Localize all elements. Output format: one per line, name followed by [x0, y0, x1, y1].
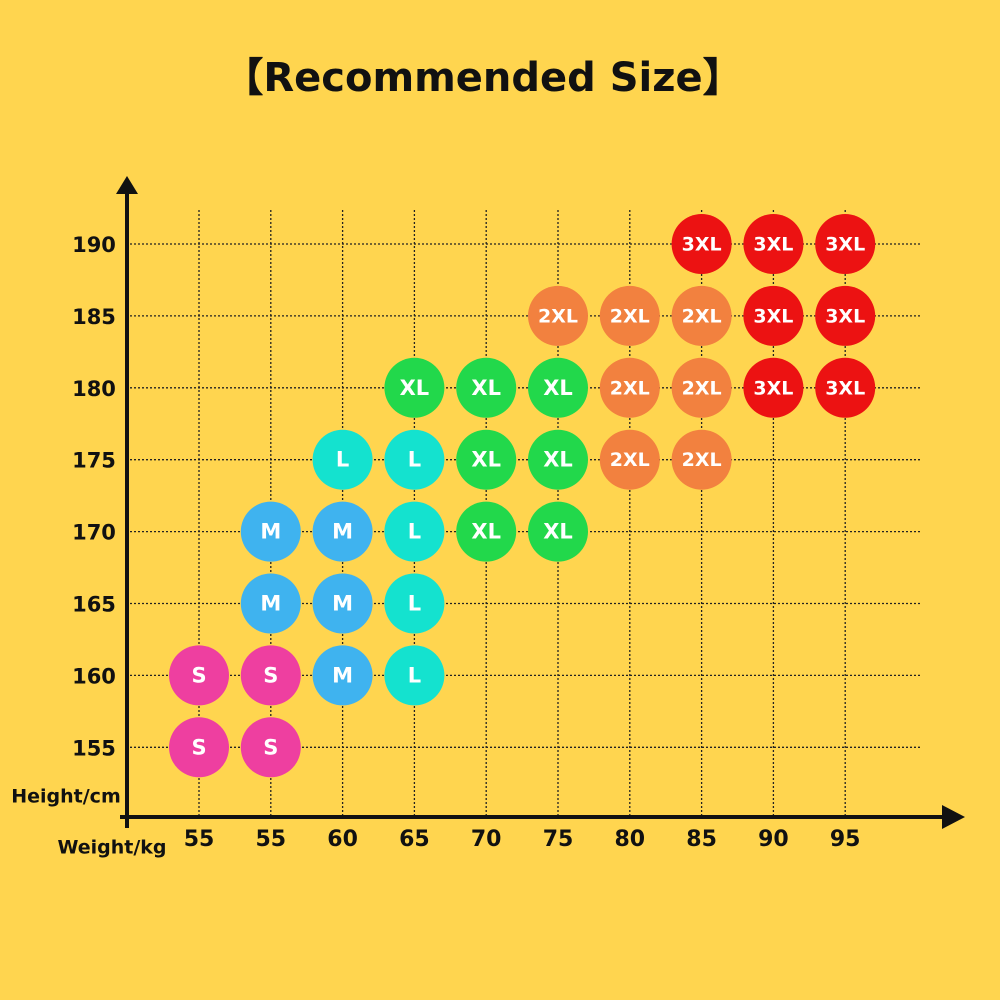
size-dot [528, 357, 588, 418]
size-dot [384, 573, 445, 634]
weight-label: 65 [399, 827, 430, 852]
weight-label: 95 [830, 827, 861, 852]
height-label: 190 [72, 233, 116, 257]
size-label: 3XL [753, 234, 793, 256]
size-dot [169, 645, 229, 706]
size-dot [169, 717, 229, 778]
size-label: M [260, 520, 281, 544]
size-dot [528, 501, 588, 562]
size-label: M [332, 592, 353, 616]
size-label: XL [400, 376, 430, 400]
weight-label: 55 [255, 827, 286, 852]
size-label: XL [543, 376, 573, 400]
size-dot [312, 429, 373, 490]
height-label: 185 [72, 305, 116, 329]
weight-label: 75 [543, 827, 574, 852]
size-label: M [260, 592, 281, 616]
size-label: 2XL [610, 377, 650, 399]
size-dot [815, 357, 876, 418]
size-dot [743, 285, 804, 346]
height-label: 175 [72, 449, 116, 473]
size-dot [240, 717, 301, 778]
size-dot [456, 501, 517, 562]
weight-label: 60 [327, 827, 358, 852]
size-label: 3XL [825, 377, 865, 399]
size-label: 2XL [682, 305, 722, 327]
size-label: M [332, 663, 353, 687]
size-dot [599, 357, 660, 418]
size-label: XL [471, 376, 501, 400]
size-dot [671, 429, 732, 490]
size-dot [671, 285, 732, 346]
size-label: L [408, 592, 421, 616]
height-label: 160 [72, 664, 116, 688]
size-label: XL [471, 520, 501, 544]
size-dot [312, 573, 373, 634]
size-dot [671, 357, 732, 418]
size-dot [240, 573, 301, 634]
size-dot [240, 501, 301, 562]
size-label: XL [471, 448, 501, 472]
size-label: 2XL [538, 305, 578, 327]
weight-label: 85 [686, 827, 717, 852]
weight-label: 55 [184, 827, 215, 852]
size-dot [743, 357, 804, 418]
size-label: 2XL [610, 305, 650, 327]
height-label: 165 [72, 593, 116, 617]
size-dot [312, 501, 373, 562]
size-label: L [408, 448, 421, 472]
height-label: 170 [72, 521, 116, 545]
size-dot [456, 429, 517, 490]
y-arrow [116, 176, 138, 194]
size-label: S [191, 735, 206, 759]
x-arrow [942, 805, 965, 829]
weight-label: 70 [471, 827, 502, 852]
size-dot [815, 214, 876, 274]
size-label: 2XL [610, 449, 650, 471]
size-dot [384, 429, 445, 490]
size-label: S [263, 735, 278, 759]
size-label: M [332, 520, 353, 544]
size-dot [599, 285, 660, 346]
size-dot [384, 357, 445, 418]
size-label: L [408, 520, 421, 544]
height-label: 155 [72, 736, 116, 760]
size-label: L [336, 448, 349, 472]
size-label: 3XL [753, 305, 793, 327]
size-dot [384, 645, 445, 706]
size-label: 2XL [682, 377, 722, 399]
size-dot [384, 501, 445, 562]
size-label: S [263, 663, 278, 687]
weight-label: 80 [614, 827, 645, 852]
size-label: 3XL [753, 377, 793, 399]
size-label: 3XL [825, 234, 865, 256]
height-label: 180 [72, 377, 116, 401]
size-label: L [408, 663, 421, 687]
size-dot [815, 285, 876, 346]
x-axis-label: Weight/kg [57, 837, 166, 859]
size-label: XL [543, 448, 573, 472]
size-dot [528, 429, 588, 490]
size-label: 2XL [682, 449, 722, 471]
size-label: 3XL [825, 305, 865, 327]
size-label: XL [543, 520, 573, 544]
size-dot [240, 645, 301, 706]
size-dot [599, 429, 660, 490]
size-dot [312, 645, 373, 706]
size-label: S [191, 663, 206, 687]
size-label: 3XL [682, 234, 722, 256]
size-dot [456, 357, 517, 418]
weight-label: 90 [758, 827, 789, 852]
title: 【Recommended Size】 [223, 55, 742, 101]
size-dot [743, 214, 804, 274]
size-dot [528, 285, 588, 346]
size-dot [671, 214, 732, 274]
y-axis-label: Height/cm [11, 786, 121, 808]
